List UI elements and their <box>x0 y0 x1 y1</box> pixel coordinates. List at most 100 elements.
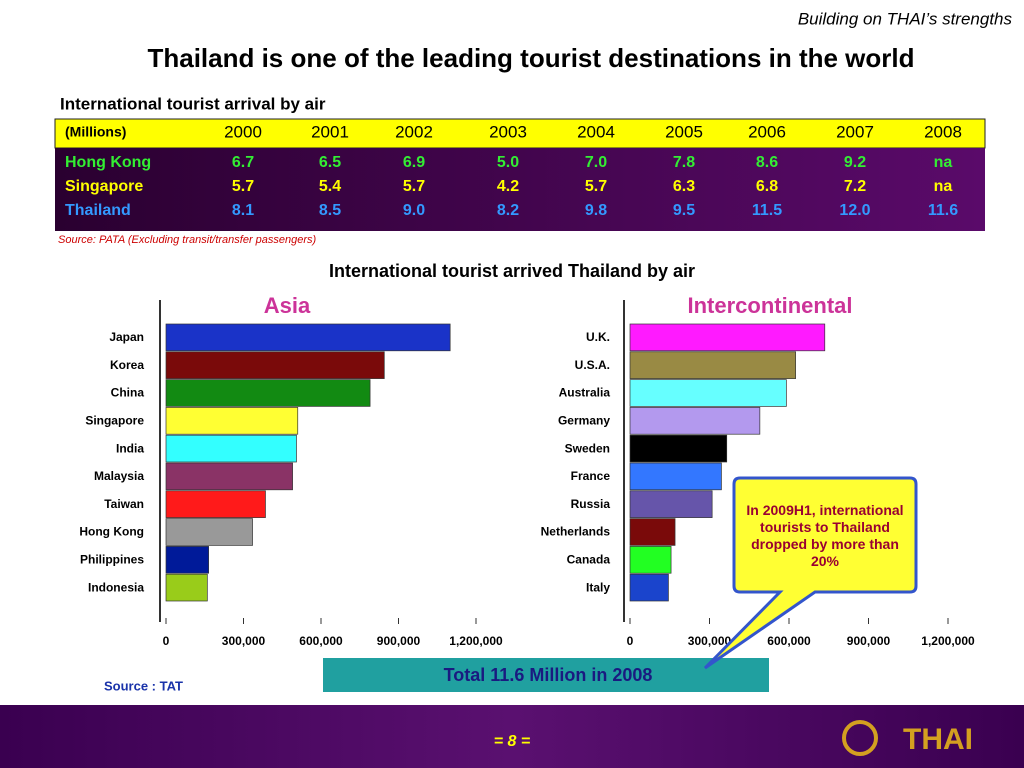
bar <box>165 323 451 352</box>
x-tick-label: 900,000 <box>377 634 421 648</box>
category-label: Germany <box>558 413 610 427</box>
category-label: Philippines <box>80 552 144 566</box>
callout: In 2009H1, international tourists to Tha… <box>746 502 904 569</box>
category-label: China <box>111 386 145 400</box>
table-cell: 6.8 <box>756 178 778 195</box>
table-source: Source: PATA (Excluding transit/transfer… <box>58 234 317 246</box>
table-caption: International tourist arrival by air <box>60 94 326 113</box>
category-label: Sweden <box>565 441 610 455</box>
page-number: = 8 = <box>494 733 530 750</box>
table: (Millions) 2000 2001 2002 2003 2004 2005 2006 20… <box>65 122 962 219</box>
bar <box>629 323 826 352</box>
table-cell: 5.7 <box>232 178 254 195</box>
x-tick-label: 900,000 <box>847 634 891 648</box>
table-cell: na <box>934 178 953 195</box>
source: Source : TAT <box>104 678 183 693</box>
table-body-band <box>55 148 985 231</box>
table-cell: 7.2 <box>844 178 866 195</box>
x-tick-label: 0 <box>627 634 634 648</box>
x-tick-label: 1,200,000 <box>921 634 975 648</box>
callout-bubble <box>703 476 918 670</box>
column-header: 2007 <box>836 122 874 141</box>
bar <box>629 462 722 491</box>
table-cell: 6.7 <box>232 154 254 171</box>
x-tick-label: 300,000 <box>222 634 266 648</box>
bar <box>629 351 796 379</box>
category-label: Italy <box>586 580 610 594</box>
column-header: 2000 <box>224 122 262 141</box>
bar <box>165 407 299 435</box>
category-label: India <box>116 441 144 455</box>
category-label: Taiwan <box>104 497 144 511</box>
bar <box>629 490 713 518</box>
total: Total 11.6 Million in 2008 <box>444 665 653 685</box>
table-cell: 8.5 <box>319 202 341 219</box>
header: Building on THAI’s strengths <box>798 9 1013 28</box>
bar <box>165 379 371 407</box>
table-cell: 11.5 <box>752 202 782 219</box>
table-cell: 5.7 <box>585 178 607 195</box>
table-cell: 5.0 <box>497 154 519 171</box>
total-box <box>323 658 769 692</box>
x-tick-label: 300,000 <box>688 634 732 648</box>
bar <box>629 518 676 546</box>
table-cell: na <box>934 154 953 171</box>
bar <box>629 379 787 407</box>
column-header: 2008 <box>924 122 962 141</box>
column-header: 2002 <box>395 122 433 141</box>
bar <box>165 573 208 602</box>
row-label: Hong Kong <box>65 154 151 171</box>
bar <box>165 546 209 574</box>
table-cell: 5.4 <box>319 178 341 195</box>
bar <box>629 407 761 435</box>
category-label: France <box>571 469 611 483</box>
column-header: (Millions) <box>65 124 126 140</box>
table-cell: 5.7 <box>403 178 425 195</box>
table-cell: 4.2 <box>497 178 519 195</box>
category-label: Korea <box>110 358 144 372</box>
table-cell: 6.9 <box>403 154 425 171</box>
x-tick-label: 600,000 <box>767 634 811 648</box>
bar <box>629 546 672 574</box>
column-header: 2006 <box>748 122 786 141</box>
category-label: Australia <box>559 386 611 400</box>
table-cell: 6.3 <box>673 178 695 195</box>
chart-title: Intercontinental <box>687 293 852 318</box>
category-label: Netherlands <box>541 525 611 539</box>
bar <box>629 573 669 602</box>
table-cell: 6.5 <box>319 154 341 171</box>
row-label: Singapore <box>65 178 143 195</box>
table-cell: 9.2 <box>844 154 866 171</box>
table-cell: 12.0 <box>839 202 870 219</box>
table-cell: 9.5 <box>673 202 695 219</box>
row-label: Thailand <box>65 202 131 219</box>
logo: THAI <box>903 723 973 756</box>
table-cell: 7.0 <box>585 154 607 171</box>
category-label: U.K. <box>586 330 610 344</box>
category-label: Singapore <box>85 413 144 427</box>
x-tick-label: 1,200,000 <box>449 634 503 648</box>
chart-title: Asia <box>264 293 311 318</box>
x-tick-label: 600,000 <box>299 634 343 648</box>
title: Thailand is one of the leading tourist d… <box>147 43 914 73</box>
logo-mark <box>842 720 878 756</box>
bar <box>165 490 266 518</box>
category-label: Hong Kong <box>79 525 144 539</box>
charts: Asia Japan Korea China Singapore India Malaysi… <box>79 293 975 648</box>
table-cell: 7.8 <box>673 154 695 171</box>
table-cell: 8.2 <box>497 202 519 219</box>
table-cell: 8.1 <box>232 202 254 219</box>
category-label: Malaysia <box>94 469 144 483</box>
x-tick-label: 0 <box>163 634 170 648</box>
footer-band <box>0 705 1024 768</box>
column-header: 2003 <box>489 122 527 141</box>
column-header: 2004 <box>577 122 615 141</box>
column-header: 2001 <box>311 122 349 141</box>
bar <box>165 462 293 491</box>
category-label: Indonesia <box>88 580 144 594</box>
bar <box>165 434 297 463</box>
category-label: U.S.A. <box>575 358 610 372</box>
column-header: 2005 <box>665 122 703 141</box>
bar <box>165 351 385 379</box>
